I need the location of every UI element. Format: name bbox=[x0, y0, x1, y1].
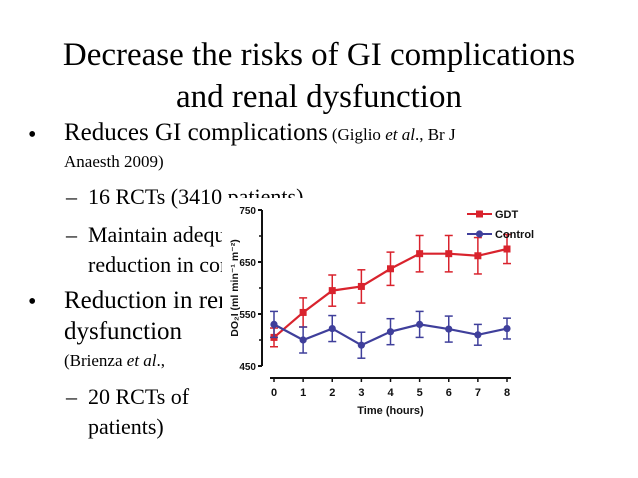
data-point-control bbox=[445, 325, 453, 333]
x-tick-label: 6 bbox=[446, 387, 452, 399]
legend-marker bbox=[475, 230, 484, 238]
data-point-control bbox=[328, 324, 336, 333]
data-point-gdt bbox=[387, 265, 394, 273]
bullet-1-text: Reduces GI complications bbox=[64, 119, 328, 146]
x-tick-label: 3 bbox=[358, 387, 364, 399]
bullet-2-citation: (Brienza et al., bbox=[64, 351, 166, 370]
y-tick-label: 650 bbox=[239, 258, 256, 269]
data-point-control bbox=[416, 320, 424, 328]
legend-label: GDT bbox=[495, 209, 519, 221]
x-tick-label: 7 bbox=[475, 387, 481, 399]
bullet-1-citation-line-2: Anaesth 2009) bbox=[64, 152, 164, 171]
bullet-2-line-1: Reduction in renal bbox=[64, 287, 249, 314]
y-tick-label: 450 bbox=[239, 362, 256, 373]
legend-marker bbox=[476, 210, 483, 218]
slide-title: Decrease the risks of GI complications a… bbox=[0, 34, 638, 118]
bullet-marker-2: • bbox=[28, 289, 37, 315]
x-tick-label: 8 bbox=[504, 387, 510, 399]
do2i-line-chart: 450 550 650 750 0 1 2 3 4 5 6 7 8 Time (hours) DO₂I (m… bbox=[229, 206, 534, 417]
chart-panel: 450 550 650 750 0 1 2 3 4 5 6 7 8 Time (hours) DO₂I (m… bbox=[222, 198, 542, 438]
data-point-control bbox=[474, 331, 482, 339]
x-tick-label: 1 bbox=[300, 387, 306, 399]
x-axis-label: Time (hours) bbox=[357, 405, 424, 417]
data-point-gdt bbox=[445, 250, 453, 258]
data-point-control bbox=[386, 328, 395, 336]
data-point-control bbox=[299, 336, 307, 344]
bullet-2-line-2: dysfunction bbox=[64, 318, 183, 345]
data-point-control bbox=[357, 341, 365, 349]
y-axis-label: DO₂I (ml min⁻¹ m⁻²) bbox=[229, 239, 241, 336]
x-tick-label: 4 bbox=[387, 387, 394, 399]
x-tick-label: 0 bbox=[271, 387, 277, 399]
data-point-gdt bbox=[357, 282, 365, 290]
y-tick-label: 550 bbox=[239, 310, 256, 321]
title-line-2: and renal dysfunction bbox=[176, 79, 462, 115]
x-tick-label: 5 bbox=[417, 387, 423, 399]
bullet-marker-1: • bbox=[28, 122, 37, 148]
data-point-gdt bbox=[299, 308, 307, 316]
y-tick-label: 750 bbox=[239, 206, 256, 217]
data-point-control bbox=[503, 324, 511, 333]
sub-bullet-dash-3: – bbox=[66, 384, 77, 409]
bullet-1-citation: (Giglio et al., Br J bbox=[331, 125, 456, 144]
legend-label: Control bbox=[495, 229, 534, 241]
data-point-gdt bbox=[474, 252, 482, 260]
x-tick-label: 2 bbox=[329, 387, 335, 399]
sub-bullet-3: 20 RCTs of bbox=[88, 384, 190, 409]
data-point-gdt bbox=[416, 250, 424, 258]
bullet-1: Reduces GI complications (Giglio et al.,… bbox=[64, 119, 456, 147]
sub-bullet-3-line-2: patients) bbox=[88, 414, 164, 439]
sub-bullet-dash-2: – bbox=[66, 222, 77, 247]
data-point-gdt bbox=[328, 287, 336, 295]
sub-bullet-dash-1: – bbox=[66, 184, 77, 209]
data-point-gdt bbox=[503, 245, 511, 253]
data-point-control bbox=[270, 320, 278, 328]
title-line-1: Decrease the risks of GI complications bbox=[62, 37, 576, 73]
